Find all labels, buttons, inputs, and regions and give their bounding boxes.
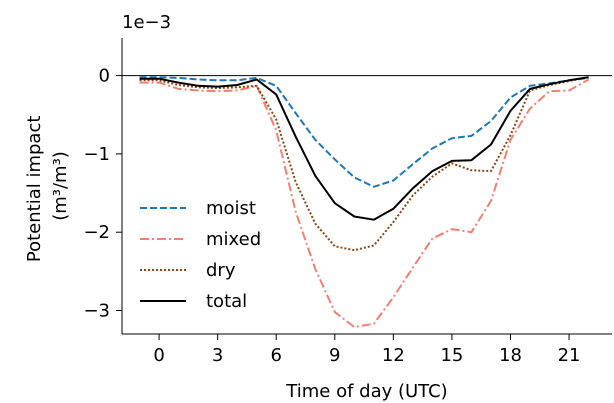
x-tick-label: 15 [440,345,463,366]
legend-label-mixed: mixed [206,229,261,250]
x-tick-label: 9 [329,345,340,366]
x-tick-label: 21 [558,345,581,366]
series-line-moist [139,76,589,188]
x-tick-label: 3 [212,345,223,366]
y-axis-label-line1: Potential impact [24,116,45,263]
series-layer [139,76,590,328]
legend-label-total: total [206,291,247,312]
x-axis-label: Time of day (UTC) [285,381,447,402]
x-tick-label: 18 [499,345,522,366]
offset-text: 1e−3 [122,12,171,33]
x-tick-label: 12 [382,345,405,366]
series-line-total [139,76,589,221]
series-line-mixed [139,78,590,328]
series-line-dry [139,76,589,252]
y-tick-label: −1 [83,144,110,165]
y-tick-label: −2 [83,222,110,243]
y-tick-label: −3 [83,301,110,322]
legend-label-moist: moist [206,198,256,219]
axes: 0 3 6 9 12 15 18 21 0 −1 −2 −3 [83,38,612,366]
legend: moist mixed dry total [140,198,261,312]
legend-label-dry: dry [206,260,236,281]
y-axis-label: Potential impact (m³/m³) [24,110,71,262]
y-axis-label-line2: (m³/m³) [50,151,71,221]
x-tick-label: 0 [153,345,164,366]
x-tick-label: 6 [270,345,281,366]
y-tick-label: 0 [99,66,110,87]
